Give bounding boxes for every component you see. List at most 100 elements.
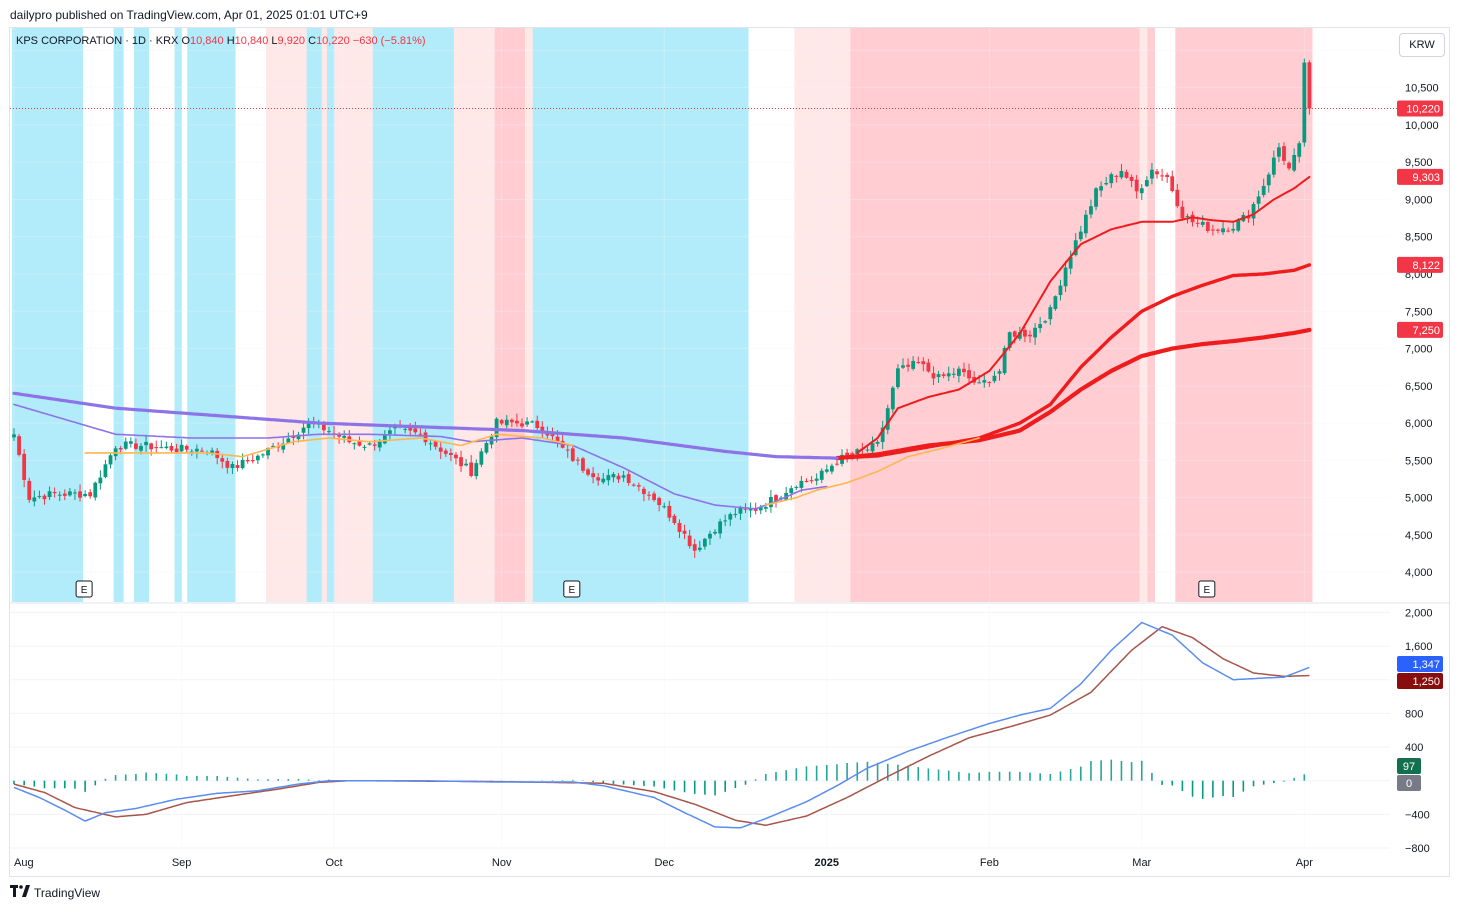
candle-body xyxy=(1195,222,1200,224)
candle-body xyxy=(926,362,931,372)
background-band xyxy=(334,28,343,602)
time-axis-tick: Aug xyxy=(14,857,34,869)
candle-body xyxy=(1205,222,1210,231)
candle-body xyxy=(992,375,997,382)
candle-body xyxy=(631,484,636,486)
macd-badge xyxy=(1397,673,1443,689)
chart-frame xyxy=(9,27,1450,877)
candle-body xyxy=(1012,331,1017,337)
price-axis-tick: 6,500 xyxy=(1405,381,1433,393)
candle-body xyxy=(1094,188,1098,207)
background-band xyxy=(525,28,533,602)
price-badge xyxy=(1397,168,1443,185)
candle-body xyxy=(225,460,230,468)
candle-body xyxy=(636,485,641,487)
candle-body xyxy=(885,408,890,430)
currency-button[interactable]: KRW xyxy=(1399,33,1445,57)
candle-body xyxy=(611,474,616,478)
candle-body xyxy=(682,530,687,534)
candle-body xyxy=(977,382,982,384)
publisher-line: dailypro published on TradingView.com, A… xyxy=(10,8,368,22)
background-band xyxy=(1147,28,1155,602)
earnings-marker-label: E xyxy=(1203,585,1210,596)
candle-body xyxy=(1221,228,1225,233)
candle-body xyxy=(255,455,260,461)
candle-body xyxy=(1068,256,1073,269)
background-band xyxy=(123,28,134,602)
candle-body xyxy=(687,535,692,547)
candle-body xyxy=(845,452,850,456)
candle-body xyxy=(1155,171,1159,175)
candle-body xyxy=(743,508,748,510)
background-band xyxy=(182,28,188,602)
candle-body xyxy=(875,442,880,444)
legend-close-label: C xyxy=(308,35,317,47)
time-axis-tick: Oct xyxy=(325,857,342,869)
price-axis-tick: 10,500 xyxy=(1405,83,1439,95)
candle-body xyxy=(575,459,580,461)
candle-body xyxy=(454,454,458,459)
candle-body xyxy=(865,449,870,451)
candle-body xyxy=(530,421,535,423)
time-axis-tick: Dec xyxy=(654,857,674,869)
candle-body xyxy=(469,462,474,476)
candle-body xyxy=(1307,62,1312,109)
candle-body xyxy=(235,465,240,468)
background-band xyxy=(133,28,150,602)
candle-body xyxy=(606,475,611,481)
candle-body xyxy=(616,475,621,480)
candle-body xyxy=(423,432,428,443)
candle-body xyxy=(1231,228,1236,231)
candle-body xyxy=(67,491,72,496)
candle-body xyxy=(804,480,809,482)
price-axis-tick: 9,500 xyxy=(1405,157,1433,169)
candle-body xyxy=(535,420,540,428)
candle-body xyxy=(388,430,392,434)
candle-body xyxy=(1028,334,1032,337)
candle-body xyxy=(271,445,275,448)
candle-body xyxy=(134,443,138,449)
time-axis-tick: Mar xyxy=(1132,857,1151,869)
candle-body xyxy=(291,436,296,438)
background-band xyxy=(342,28,373,602)
legend-close-value: 10,220 xyxy=(316,35,350,47)
candle-body xyxy=(433,441,438,447)
candle-body xyxy=(591,473,596,478)
candle-body xyxy=(723,520,728,522)
candle-body xyxy=(880,427,885,442)
macd-axis-tick: 2,000 xyxy=(1405,607,1433,619)
price-axis-tick: 8,500 xyxy=(1405,232,1433,244)
candle-body xyxy=(17,436,21,455)
candle-body xyxy=(962,368,966,373)
candle-body xyxy=(250,460,255,462)
candle-body xyxy=(987,382,992,384)
candle-body xyxy=(1150,169,1154,179)
candle-body xyxy=(850,453,855,455)
candle-body xyxy=(93,482,98,498)
background-band xyxy=(1175,28,1313,602)
candle-body xyxy=(357,441,362,446)
time-axis-tick: Apr xyxy=(1296,857,1313,869)
footer: TradingView xyxy=(10,885,100,900)
candle-body xyxy=(306,421,311,428)
candle-body xyxy=(1180,206,1185,219)
candle-body xyxy=(520,423,524,427)
candle-body xyxy=(855,449,860,455)
candle-body xyxy=(474,463,479,477)
candle-body xyxy=(179,444,184,452)
background-band xyxy=(1155,28,1176,602)
legend-open-label: O xyxy=(181,35,190,47)
candle-body xyxy=(1007,332,1012,348)
candle-body xyxy=(499,420,504,424)
candle-body xyxy=(890,387,895,410)
macd-badge-label: 1,250 xyxy=(1412,676,1440,688)
time-axis-tick: Sep xyxy=(172,857,192,869)
candle-body xyxy=(951,373,956,375)
earnings-marker xyxy=(75,580,93,598)
candle-body xyxy=(408,427,413,431)
candle-body xyxy=(1099,186,1104,191)
candle-body xyxy=(164,446,169,448)
candle-body xyxy=(240,459,245,469)
candle-body xyxy=(1185,215,1190,217)
